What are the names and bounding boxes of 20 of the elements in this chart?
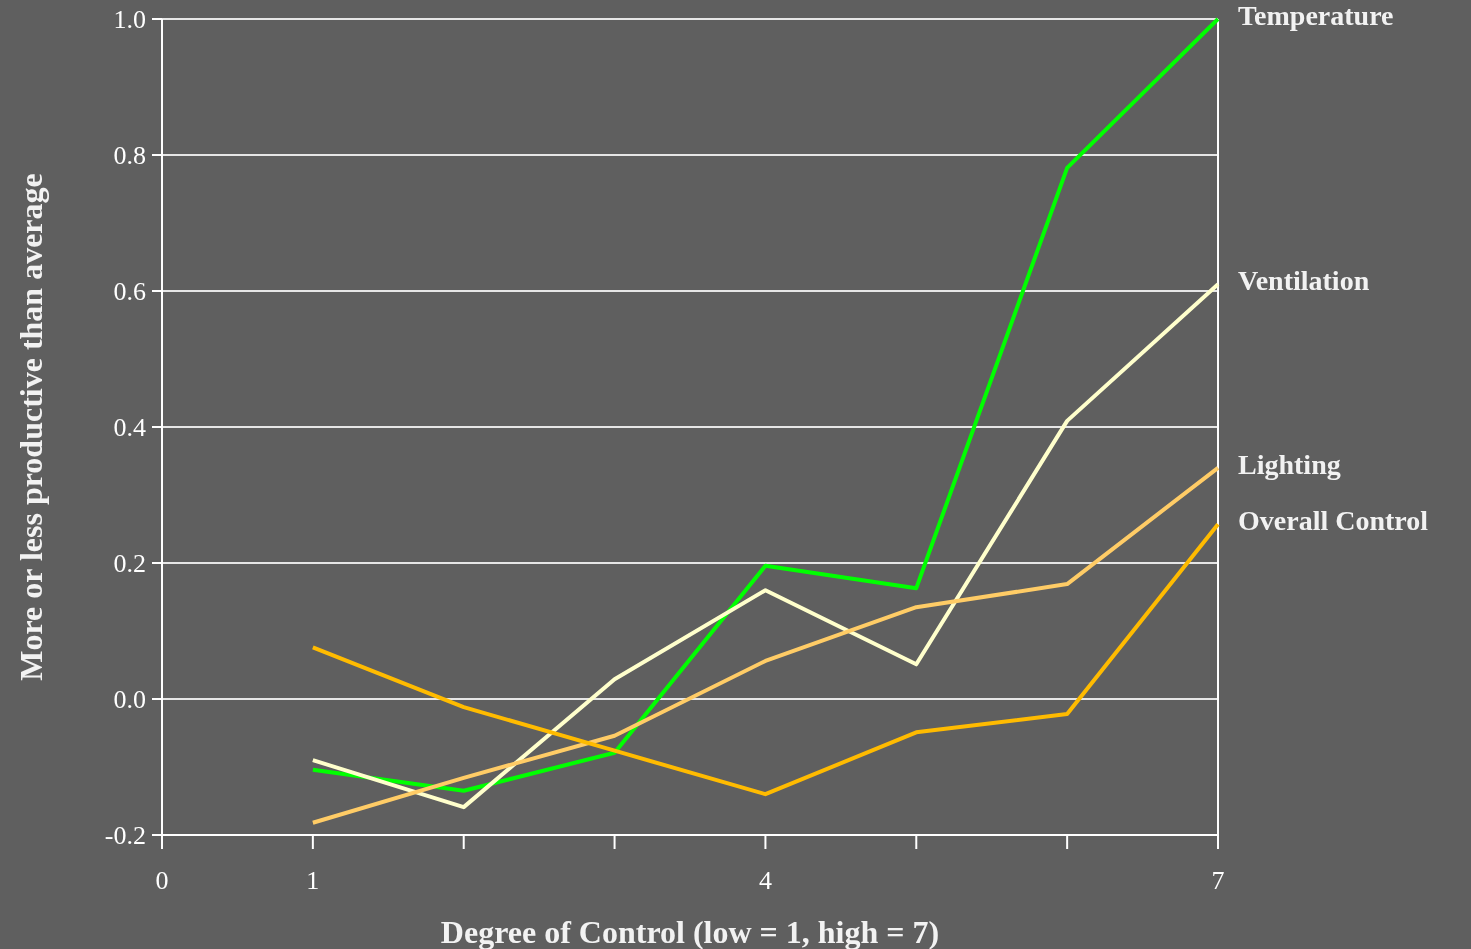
series-label: Lighting bbox=[1238, 448, 1341, 480]
y-tick-label: 0.6 bbox=[113, 277, 146, 306]
y-tick-label: 0.8 bbox=[113, 141, 146, 170]
x-tick-label: 1 bbox=[306, 866, 320, 895]
line-series bbox=[310, 522, 1220, 797]
line-series bbox=[310, 17, 1220, 793]
y-tick-label: 1.0 bbox=[113, 5, 146, 34]
series-label: Temperature bbox=[1238, 0, 1394, 31]
x-tick-label: 7 bbox=[1211, 866, 1225, 895]
y-axis-title: More or less productive than average bbox=[13, 173, 49, 681]
series-label: Ventilation bbox=[1238, 265, 1370, 297]
y-tick-label: 0.4 bbox=[113, 413, 146, 442]
series-label: Overall Control bbox=[1238, 505, 1429, 537]
x-tick-label: 0 bbox=[155, 866, 169, 895]
y-tick-label: 0.2 bbox=[113, 549, 146, 578]
y-tick-label: 0.0 bbox=[113, 685, 146, 714]
y-tick-label: -0.2 bbox=[104, 821, 146, 850]
x-tick-label: 4 bbox=[758, 866, 772, 895]
line-series bbox=[310, 465, 1220, 825]
line-series bbox=[310, 282, 1220, 810]
